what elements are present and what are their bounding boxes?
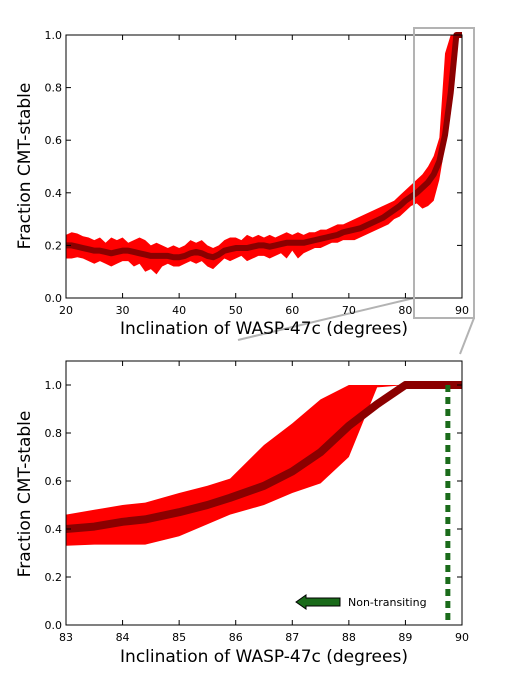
top-x-tick-label: 40 bbox=[172, 304, 186, 317]
top-y-ticks: 0.0 0.2 0.4 0.6 0.8 1.0 bbox=[45, 29, 462, 305]
top-x-axis-label: Inclination of WASP-47c (degrees) bbox=[120, 319, 408, 339]
top-y-tick-label: 0.0 bbox=[45, 292, 63, 305]
bottom-x-tick-label: 84 bbox=[116, 631, 130, 644]
bottom-x-tick-label: 90 bbox=[455, 631, 469, 644]
top-median-line bbox=[66, 32, 462, 261]
top-x-tick-label: 90 bbox=[455, 304, 469, 317]
bottom-y-tick-label: 1.0 bbox=[45, 379, 63, 392]
bottom-y-ticks: 0.0 0.2 0.4 0.6 0.8 1.0 bbox=[45, 379, 462, 632]
top-y-tick-label: 1.0 bbox=[45, 29, 63, 42]
bottom-y-tick-label: 0.4 bbox=[45, 523, 63, 536]
bottom-x-tick-label: 89 bbox=[398, 631, 412, 644]
top-y-tick-label: 0.6 bbox=[45, 134, 63, 147]
bottom-axes-frame bbox=[65, 360, 463, 626]
top-x-tick-label: 50 bbox=[229, 304, 243, 317]
bottom-y-axis-label: Fraction CMT-stable bbox=[15, 411, 35, 578]
bottom-panel: Non-transiting 83 84 85 86 87 88 89 90 0.00.20.… bbox=[15, 360, 469, 667]
bottom-y-tick-label: 0.2 bbox=[45, 571, 63, 584]
bottom-x-tick-label: 83 bbox=[59, 631, 73, 644]
zoom-connector-left bbox=[237, 297, 415, 341]
bottom-y-tick-label: 0.6 bbox=[45, 475, 63, 488]
top-y-axis-label: Fraction CMT-stable bbox=[15, 83, 35, 250]
bottom-y-tick-label: 0.0 bbox=[45, 619, 63, 632]
top-confidence-band bbox=[66, 35, 462, 275]
non-transiting-arrow: Non-transiting bbox=[295, 594, 427, 610]
zoom-box bbox=[413, 27, 475, 319]
bottom-x-ticks: 83 84 85 86 87 88 89 90 bbox=[59, 361, 469, 644]
non-transiting-label: Non-transiting bbox=[348, 596, 427, 609]
top-panel: 20 30 40 50 60 70 80 90 0.0 0.2 0.4 0.6 0.8 1.0 Incl… bbox=[15, 27, 475, 339]
bottom-x-tick-label: 86 bbox=[229, 631, 243, 644]
top-x-tick-label: 60 bbox=[285, 304, 299, 317]
bottom-confidence-band bbox=[66, 385, 462, 546]
top-x-tick-label: 80 bbox=[398, 304, 412, 317]
bottom-x-axis-label: Inclination of WASP-47c (degrees) bbox=[120, 647, 408, 667]
bottom-x-tick-label: 87 bbox=[285, 631, 299, 644]
top-x-tick-label: 30 bbox=[116, 304, 130, 317]
bottom-y-tick-label: 0.8 bbox=[45, 427, 63, 440]
arrow-icon bbox=[295, 594, 341, 610]
top-axes-frame bbox=[65, 34, 463, 299]
bottom-x-tick-label: 88 bbox=[342, 631, 356, 644]
top-x-ticks: 20 30 40 50 60 70 80 90 bbox=[59, 35, 469, 317]
top-x-tick-label: 70 bbox=[342, 304, 356, 317]
top-x-tick-label: 20 bbox=[59, 304, 73, 317]
top-y-tick-label: 0.4 bbox=[45, 187, 63, 200]
bottom-x-tick-label: 85 bbox=[172, 631, 186, 644]
top-y-tick-label: 0.2 bbox=[45, 239, 63, 252]
zoom-connector-right bbox=[459, 317, 475, 355]
bottom-median-line bbox=[65, 381, 462, 533]
top-y-tick-label: 0.8 bbox=[45, 82, 63, 95]
